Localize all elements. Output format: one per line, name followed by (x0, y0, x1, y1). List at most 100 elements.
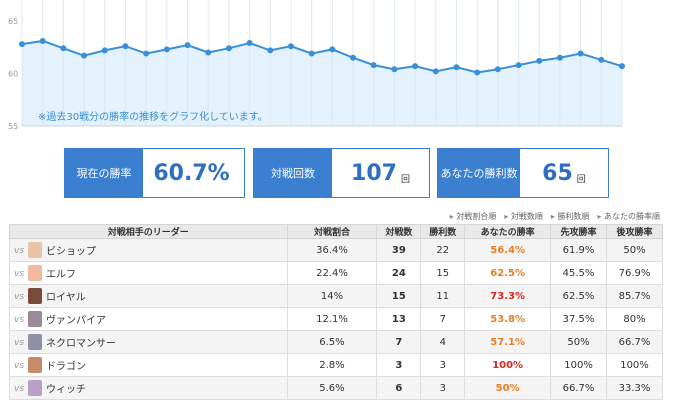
stat-label: 対戦回数 (254, 149, 332, 197)
sort-by-ratio-link[interactable]: 対戦割合順 (450, 211, 496, 222)
chart-point (391, 66, 398, 73)
leader-name: エルフ (46, 269, 77, 281)
chart-point (515, 62, 522, 69)
first-winrate-cell: 37.5% (550, 307, 608, 331)
table-row: vs ヴァンパイア 12.1% 13 7 53.8% 37.5% 80% (9, 307, 663, 331)
chart-point (122, 43, 129, 50)
leader-avatar-icon (28, 311, 43, 327)
first-winrate-cell: 61.9% (550, 238, 608, 262)
chart-point (60, 45, 67, 52)
winrate-cell: 100% (464, 353, 552, 377)
stat-value-text: 60.7% (153, 160, 230, 186)
stat-label: 現在の勝率 (65, 149, 143, 197)
sort-by-winrate-link[interactable]: あなたの勝率順 (597, 211, 660, 222)
col-first-winrate: 先攻勝率 (550, 224, 608, 239)
leader-cell: vs ロイヤル (9, 284, 288, 308)
leader-avatar-icon (28, 357, 43, 373)
opponent-table: 対戦相手のリーダー 対戦割合 対戦数 勝利数 あなたの勝率 先攻勝率 後攻勝率 … (9, 224, 663, 400)
chart-point (598, 56, 605, 63)
stat-value: 65 回 (520, 149, 608, 197)
vs-label: vs (14, 384, 25, 394)
table-header-row: 対戦相手のリーダー 対戦割合 対戦数 勝利数 あなたの勝率 先攻勝率 後攻勝率 (9, 224, 663, 239)
chart-point (536, 57, 543, 64)
stat-unit: 回 (400, 174, 410, 185)
count-cell: 7 (376, 330, 422, 354)
chart-point (474, 69, 481, 76)
leader-name: ロイヤル (46, 292, 86, 304)
chart-point (308, 50, 315, 57)
stat-current-winrate: 現在の勝率 60.7% (64, 148, 245, 198)
vs-label: vs (14, 292, 25, 302)
leader-name: ウィッチ (46, 384, 87, 396)
winrate-cell: 56.4% (464, 238, 552, 262)
chart-point (453, 64, 460, 71)
leader-cell: vs ヴァンパイア (9, 307, 288, 331)
stat-unit: 回 (576, 174, 586, 185)
count-cell: 3 (376, 353, 422, 377)
leader-cell: vs ビショップ (9, 238, 288, 262)
count-cell: 15 (376, 284, 422, 308)
leader-avatar-icon (28, 334, 43, 350)
count-cell: 6 (376, 376, 422, 400)
chart-point (246, 40, 253, 47)
table-row: vs ネクロマンサー 6.5% 7 4 57.1% 50% 66.7% (9, 330, 663, 354)
first-winrate-cell: 100% (550, 353, 608, 377)
col-wins: 勝利数 (420, 224, 466, 239)
table-row: vs ウィッチ 5.6% 6 3 50% 66.7% 33.3% (9, 376, 663, 400)
chart-point (287, 43, 294, 50)
wins-cell: 3 (420, 376, 466, 400)
second-winrate-cell: 50% (606, 238, 663, 262)
leader-avatar-icon (28, 242, 43, 258)
chart-point (432, 68, 439, 75)
col-count: 対戦数 (376, 224, 422, 239)
winrate-chart: 65 60 55 ※過去30戦分の勝率の推移をグラフ化しています。 (0, 0, 680, 135)
chart-point (143, 50, 150, 57)
wins-cell: 11 (420, 284, 466, 308)
ratio-cell: 14% (286, 284, 378, 308)
chart-point (19, 41, 25, 48)
first-winrate-cell: 62.5% (550, 284, 608, 308)
chart-series-line (21, 39, 623, 74)
vs-label: vs (14, 315, 25, 325)
wins-cell: 7 (420, 307, 466, 331)
chart-point (350, 54, 357, 61)
stat-value: 60.7% (143, 149, 244, 197)
chart-point (494, 66, 501, 73)
sort-links: 対戦割合順 対戦数順 勝利数順 あなたの勝率順 (450, 211, 660, 222)
stat-win-count: あなたの勝利数 65 回 (437, 148, 609, 198)
chart-tick-label: 65 (8, 17, 18, 26)
leader-name: ヴァンパイア (46, 315, 107, 327)
chart-point (329, 46, 336, 53)
second-winrate-cell: 80% (606, 307, 663, 331)
chart-area (22, 40, 622, 127)
chart-point (225, 45, 232, 52)
chart-point (267, 47, 274, 54)
sort-by-count-link[interactable]: 対戦数順 (504, 211, 543, 222)
chart-point (163, 46, 170, 53)
second-winrate-cell: 76.9% (606, 261, 663, 285)
stat-value: 107 回 (332, 149, 429, 197)
chart-point (556, 54, 563, 61)
sort-by-wins-link[interactable]: 勝利数順 (551, 211, 589, 222)
winrate-cell: 62.5% (464, 261, 552, 285)
leader-cell: vs エルフ (9, 261, 288, 285)
wins-cell: 15 (420, 261, 466, 285)
vs-label: vs (14, 269, 25, 279)
chart-point (370, 62, 377, 69)
chart-point (101, 47, 108, 54)
winrate-cell: 53.8% (464, 307, 552, 331)
stat-value-text: 107 (351, 160, 397, 186)
leader-cell: vs ネクロマンサー (9, 330, 288, 354)
winrate-cell: 50% (464, 376, 552, 400)
leader-cell: vs ドラゴン (9, 353, 288, 377)
second-winrate-cell: 33.3% (606, 376, 663, 400)
second-winrate-cell: 100% (606, 353, 663, 377)
first-winrate-cell: 50% (550, 330, 608, 354)
vs-label: vs (14, 361, 25, 371)
stat-label: あなたの勝利数 (438, 149, 520, 197)
chart-point (184, 42, 191, 49)
wins-cell: 4 (420, 330, 466, 354)
col-winrate: あなたの勝率 (464, 224, 552, 239)
chart-point (39, 37, 46, 44)
chart-point (412, 63, 419, 70)
